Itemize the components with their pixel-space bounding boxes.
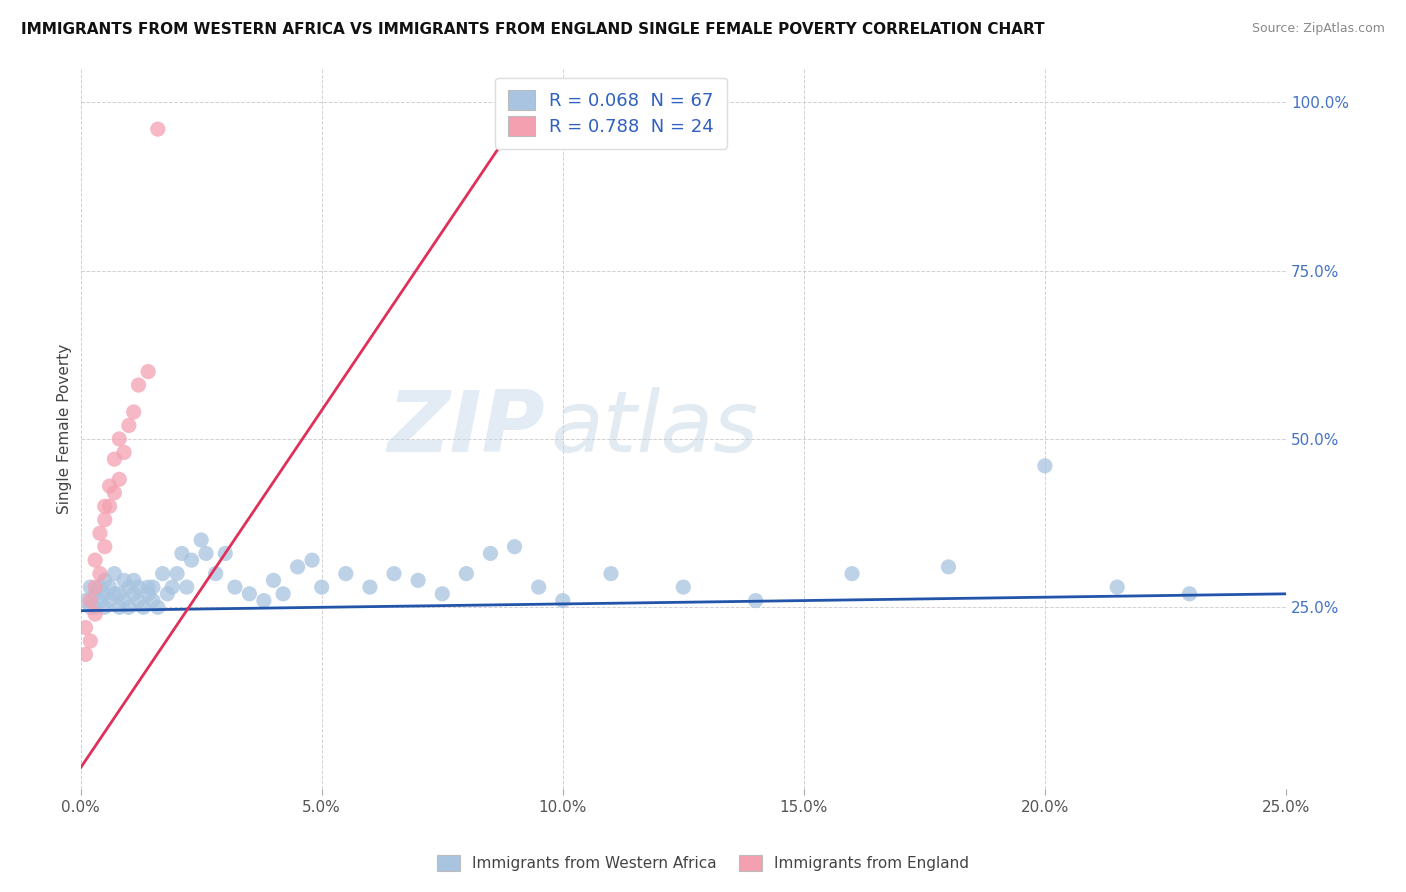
Point	[335, 566, 357, 581]
Point	[1178, 587, 1201, 601]
Legend: Immigrants from Western Africa, Immigrants from England: Immigrants from Western Africa, Immigran…	[430, 849, 976, 877]
Point	[75, 620, 97, 634]
Point	[938, 560, 960, 574]
Point	[1033, 458, 1056, 473]
Text: IMMIGRANTS FROM WESTERN AFRICA VS IMMIGRANTS FROM ENGLAND SINGLE FEMALE POVERTY : IMMIGRANTS FROM WESTERN AFRICA VS IMMIGR…	[21, 22, 1045, 37]
Point	[287, 560, 309, 574]
Point	[98, 580, 121, 594]
Point	[108, 432, 131, 446]
Point	[1107, 580, 1129, 594]
Point	[84, 607, 107, 621]
Point	[84, 600, 107, 615]
Point	[89, 593, 111, 607]
Point	[94, 587, 117, 601]
Point	[527, 580, 550, 594]
Point	[359, 580, 381, 594]
Point	[841, 566, 863, 581]
Point	[79, 634, 101, 648]
Point	[136, 365, 159, 379]
Legend: R = 0.068  N = 67, R = 0.788  N = 24: R = 0.068 N = 67, R = 0.788 N = 24	[495, 78, 727, 149]
Point	[89, 566, 111, 581]
Point	[176, 580, 198, 594]
Point	[89, 580, 111, 594]
Point	[94, 600, 117, 615]
Point	[204, 566, 226, 581]
Point	[672, 580, 695, 594]
Point	[79, 580, 101, 594]
Point	[142, 580, 165, 594]
Point	[146, 600, 169, 615]
Point	[301, 553, 323, 567]
Point	[103, 452, 125, 467]
Point	[600, 566, 623, 581]
Point	[75, 593, 97, 607]
Point	[108, 472, 131, 486]
Point	[108, 587, 131, 601]
Point	[214, 546, 236, 560]
Point	[112, 445, 135, 459]
Point	[122, 405, 145, 419]
Point	[108, 600, 131, 615]
Point	[94, 574, 117, 588]
Point	[103, 587, 125, 601]
Point	[152, 566, 174, 581]
Point	[479, 546, 502, 560]
Point	[75, 648, 97, 662]
Point	[112, 593, 135, 607]
Point	[142, 593, 165, 607]
Point	[146, 122, 169, 136]
Point	[84, 587, 107, 601]
Point	[94, 540, 117, 554]
Y-axis label: Single Female Poverty: Single Female Poverty	[58, 343, 72, 514]
Point	[224, 580, 246, 594]
Point	[382, 566, 405, 581]
Point	[84, 553, 107, 567]
Point	[98, 593, 121, 607]
Point	[263, 574, 285, 588]
Point	[84, 580, 107, 594]
Point	[118, 580, 141, 594]
Point	[456, 566, 478, 581]
Point	[180, 553, 202, 567]
Point	[103, 566, 125, 581]
Point	[503, 540, 526, 554]
Point	[744, 593, 766, 607]
Point	[166, 566, 188, 581]
Point	[170, 546, 193, 560]
Point	[128, 580, 150, 594]
Text: Source: ZipAtlas.com: Source: ZipAtlas.com	[1251, 22, 1385, 36]
Text: ZIP: ZIP	[387, 387, 544, 470]
Point	[79, 593, 101, 607]
Point	[98, 500, 121, 514]
Point	[551, 593, 574, 607]
Point	[253, 593, 276, 607]
Point	[98, 479, 121, 493]
Point	[136, 587, 159, 601]
Point	[311, 580, 333, 594]
Point	[432, 587, 454, 601]
Point	[118, 418, 141, 433]
Point	[271, 587, 294, 601]
Point	[103, 485, 125, 500]
Point	[94, 500, 117, 514]
Point	[238, 587, 260, 601]
Point	[136, 580, 159, 594]
Point	[94, 513, 117, 527]
Point	[128, 593, 150, 607]
Point	[132, 600, 155, 615]
Point	[195, 546, 218, 560]
Point	[128, 378, 150, 392]
Point	[122, 587, 145, 601]
Point	[190, 533, 212, 547]
Point	[122, 574, 145, 588]
Point	[406, 574, 429, 588]
Point	[89, 526, 111, 541]
Text: atlas: atlas	[551, 387, 759, 470]
Point	[156, 587, 179, 601]
Point	[162, 580, 184, 594]
Point	[112, 574, 135, 588]
Point	[79, 600, 101, 615]
Point	[118, 600, 141, 615]
